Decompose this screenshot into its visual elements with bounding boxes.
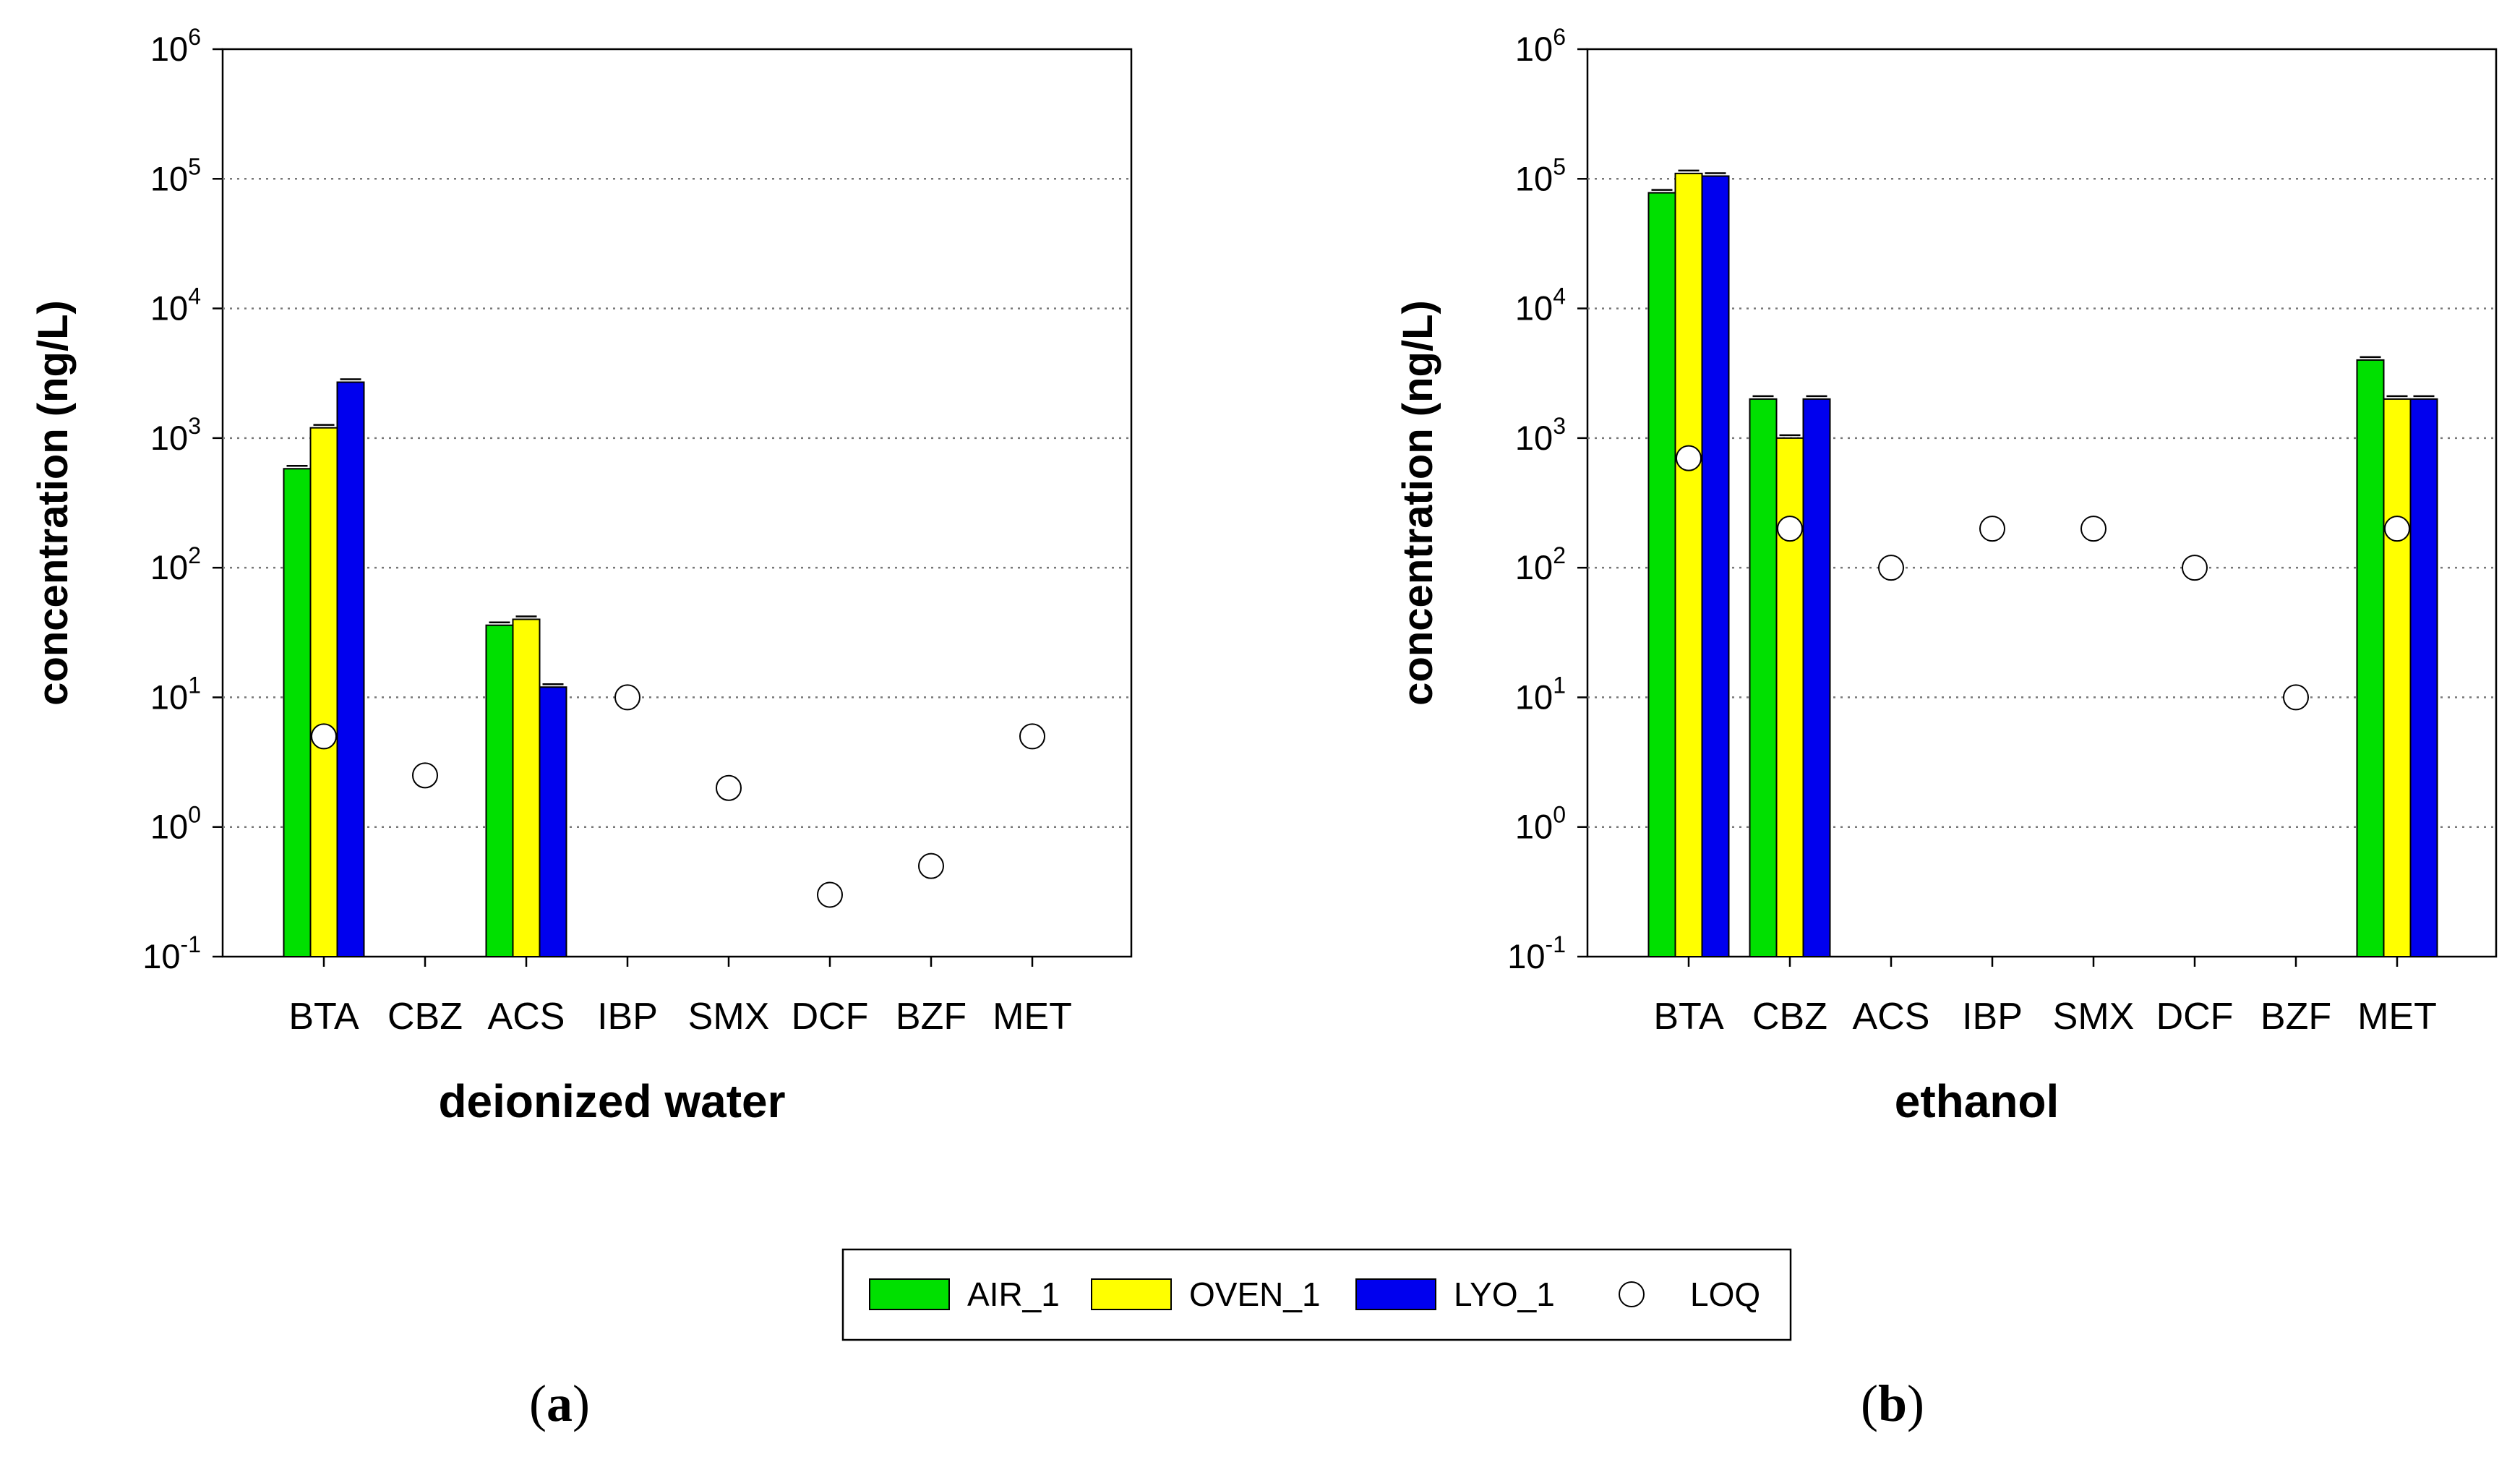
x-tick-label-cbz: CBZ <box>1752 996 1827 1038</box>
x-tick-label-met: MET <box>2357 996 2437 1038</box>
bar-lyo_1-cbz <box>1802 398 1831 957</box>
bar-air_1-bta <box>1647 192 1676 958</box>
bar-lyo_1-met <box>2409 398 2438 957</box>
x-tick-label-acs: ACS <box>1853 996 1930 1038</box>
legend-label-air_1: AIR_1 <box>967 1276 1060 1313</box>
y-tick-label: 100 <box>1515 802 1566 846</box>
y-tick-label: 104 <box>150 283 201 328</box>
legend-label-lyo_1: LYO_1 <box>1454 1276 1555 1313</box>
x-tick-label-dcf: DCF <box>792 996 869 1038</box>
legend-label-oven_1: OVEN_1 <box>1189 1276 1321 1313</box>
x-axis-label: ethanol <box>1895 1075 2060 1127</box>
loq-point-dcf <box>2182 555 2208 581</box>
x-tick-label-ibp: IBP <box>597 996 658 1038</box>
bar-lyo_1-bta <box>336 381 365 957</box>
y-tick-label: 105 <box>150 153 201 197</box>
bar-air_1-bta <box>283 468 312 957</box>
bar-oven_1-bta <box>309 427 338 957</box>
x-axis-label: deionized water <box>438 1075 785 1127</box>
y-axis-label: concentration (ng/L) <box>1394 300 1441 706</box>
y-tick-label: 101 <box>1515 672 1566 716</box>
x-tick-label-smx: SMX <box>2053 996 2135 1038</box>
legend-swatch-loq <box>1619 1281 1645 1307</box>
y-tick-label: 10-1 <box>1507 931 1566 975</box>
y-tick-label: 103 <box>1515 413 1566 457</box>
x-tick-label-ibp: IBP <box>1962 996 2023 1038</box>
loq-point-dcf <box>817 881 843 908</box>
loq-point-met <box>2384 516 2410 542</box>
legend-label-loq: LOQ <box>1690 1276 1760 1313</box>
legend: AIR_1 OVEN_1 LYO_1 LOQ <box>841 1248 1792 1341</box>
y-tick-label: 106 <box>150 24 201 68</box>
plot-frame <box>221 48 1133 958</box>
x-tick-label-bzf: BZF <box>2260 996 2331 1038</box>
loq-point-acs <box>1878 555 1904 581</box>
loq-point-met <box>1019 723 1045 750</box>
legend-swatch-lyo_1 <box>1355 1278 1436 1310</box>
y-tick-label: 100 <box>150 802 201 846</box>
loq-point-cbz <box>412 762 438 789</box>
loq-point-bta <box>311 723 337 750</box>
x-tick-label-smx: SMX <box>688 996 770 1038</box>
y-tick-label: 106 <box>1515 24 1566 68</box>
y-tick-label: 101 <box>150 672 201 716</box>
x-tick-label-acs: ACS <box>488 996 565 1038</box>
bar-air_1-met <box>2356 359 2385 957</box>
bar-oven_1-acs <box>512 618 541 957</box>
legend-swatch-air_1 <box>869 1278 950 1310</box>
x-tick-label-bta: BTA <box>288 996 359 1038</box>
plot-frame <box>1586 48 2498 958</box>
chart-panel-a: 10-1 100 101 102 103 104 105 106 BTA CBZ ACS IBP SMX… <box>30 24 1133 1127</box>
bar-oven_1-bta <box>1674 172 1703 957</box>
loq-point-ibp <box>1979 516 2005 542</box>
y-tick-label: 105 <box>1515 153 1566 197</box>
bar-oven_1-met <box>2383 398 2412 957</box>
chart-panel-b: 10-1 100 101 102 103 104 105 106 BTA CBZ ACS IBP SMX… <box>1394 24 2498 1127</box>
x-tick-label-met: MET <box>993 996 1072 1038</box>
x-tick-label-cbz: CBZ <box>387 996 463 1038</box>
x-tick-label-bta: BTA <box>1653 996 1724 1038</box>
bar-lyo_1-acs <box>539 686 567 957</box>
y-tick-label: 102 <box>150 542 201 586</box>
loq-point-bzf <box>2283 684 2309 711</box>
y-tick-label: 103 <box>150 413 201 457</box>
x-tick-label-bzf: BZF <box>896 996 967 1038</box>
y-tick-label: 102 <box>1515 542 1566 586</box>
legend-swatch-oven_1 <box>1091 1278 1172 1310</box>
panel-label-b: (b) <box>1861 1375 1925 1432</box>
loq-point-ibp <box>614 684 640 711</box>
loq-point-cbz <box>1777 516 1803 542</box>
loq-point-bzf <box>918 853 944 879</box>
loq-point-smx <box>2080 516 2107 542</box>
bar-air_1-acs <box>485 624 514 957</box>
bar-lyo_1-bta <box>1701 175 1730 957</box>
loq-point-smx <box>716 774 742 801</box>
y-axis-label: concentration (ng/L) <box>30 300 77 706</box>
y-tick-label: 10-1 <box>142 931 201 975</box>
y-tick-label: 104 <box>1515 283 1566 328</box>
bar-air_1-cbz <box>1749 398 1778 957</box>
panel-label-a: (a) <box>529 1375 590 1432</box>
x-tick-label-dcf: DCF <box>2156 996 2234 1038</box>
loq-point-bta <box>1676 445 1702 471</box>
